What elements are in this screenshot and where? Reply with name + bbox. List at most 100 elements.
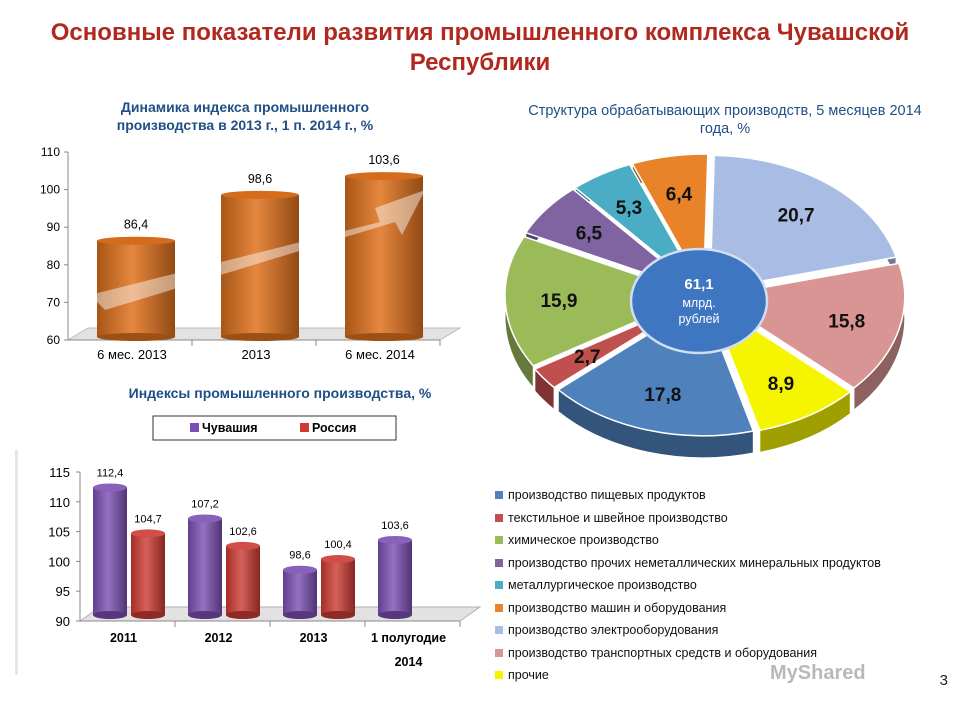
chart1-x-tick-label: 2013 bbox=[242, 347, 271, 362]
pie-slice-label: 6,4 bbox=[666, 184, 693, 205]
chart1-y-tick-label: 70 bbox=[47, 295, 61, 309]
legend-label: химическое производство bbox=[508, 533, 659, 548]
chart3-legend-box bbox=[152, 415, 397, 441]
bar-top bbox=[321, 555, 355, 564]
bar-value-label: 100,4 bbox=[324, 539, 352, 551]
bar bbox=[283, 569, 317, 615]
chart3-frame bbox=[15, 450, 18, 675]
pie-slice bbox=[709, 154, 898, 292]
bar-base bbox=[97, 333, 175, 341]
bar-value-label: 103,6 bbox=[381, 520, 409, 532]
bar-base bbox=[131, 611, 165, 619]
legend-label: производство транспортных средств и обор… bbox=[508, 645, 818, 660]
chart1-y-tick-label: 90 bbox=[47, 220, 61, 234]
bar-top bbox=[345, 172, 423, 181]
chart3-x-tick-label: 2011 bbox=[110, 631, 137, 645]
bar bbox=[97, 240, 175, 337]
chart1-title: Динамика индекса промышленного производс… bbox=[116, 99, 374, 133]
chart3-legend-swatch bbox=[300, 423, 309, 432]
chart3-y-tick-label: 105 bbox=[48, 525, 70, 540]
bar bbox=[188, 518, 222, 615]
pie-center-unit2: рублей bbox=[678, 312, 719, 326]
bar-value-label: 98,6 bbox=[289, 550, 310, 562]
pie-slice-label: 20,7 bbox=[778, 205, 815, 226]
legend-swatch bbox=[495, 648, 503, 657]
legend-label: прочие bbox=[508, 668, 549, 683]
legend-label: производство прочих неметаллических мине… bbox=[508, 555, 881, 570]
pie-center-value: 61,1 bbox=[684, 276, 713, 293]
bar-top bbox=[226, 541, 260, 550]
pie-slice bbox=[504, 235, 700, 367]
chart3-legend-label: Россия bbox=[312, 421, 356, 435]
chart1-y-tick-label: 110 bbox=[41, 145, 60, 159]
legend-swatch bbox=[495, 513, 503, 522]
bar-base bbox=[283, 611, 317, 619]
legend-swatch bbox=[495, 536, 503, 545]
legend-item: производство транспортных средств и обор… bbox=[495, 642, 935, 665]
chart3-x-tick-label: 1 полугодие bbox=[371, 631, 446, 645]
pie-center-unit: млрд. bbox=[682, 296, 715, 310]
pie-slice-label: 15,8 bbox=[828, 311, 865, 332]
bar-value-label: 103,6 bbox=[368, 153, 399, 167]
pie-chart-svg: 6,4 20,7 15,8 8,9 17,8 2,7 15,9 6,5 5,3 61,1 млрд.… bbox=[504, 153, 906, 459]
chart1-x-tick-label: 6 мес. 2013 bbox=[97, 347, 167, 362]
page-title: Основные показатели развития промышленно… bbox=[50, 19, 910, 76]
legend-item: производство прочих неметаллических мине… bbox=[495, 552, 935, 575]
legend-swatch bbox=[495, 603, 503, 612]
bar bbox=[226, 545, 260, 615]
bar bbox=[345, 176, 423, 337]
watermark-logo: MyShared bbox=[770, 662, 866, 684]
bar-base bbox=[188, 611, 222, 619]
bar-top bbox=[221, 190, 299, 199]
bar-value-label: 102,6 bbox=[229, 526, 257, 538]
bar-base bbox=[226, 611, 260, 619]
legend-item: металлургическое производство bbox=[495, 574, 935, 597]
chart1-x-tick-label: 6 мес. 2014 bbox=[345, 347, 415, 362]
bar-top bbox=[378, 535, 412, 544]
bar-top bbox=[188, 514, 222, 523]
bar-top bbox=[283, 565, 317, 574]
pie-slice-label: 5,3 bbox=[616, 198, 642, 219]
legend-item: производство пищевых продуктов bbox=[495, 484, 935, 507]
bar-value-label: 98,6 bbox=[248, 172, 272, 186]
chart3-title: Индексы промышленного производства, % bbox=[128, 385, 432, 401]
bar bbox=[93, 487, 127, 615]
chart3-x-tick-label: 2012 bbox=[205, 631, 233, 645]
pie-chart-title: Структура обрабатывающих производств, 5 … bbox=[528, 103, 922, 137]
chart1-y-tick-label: 60 bbox=[47, 333, 61, 347]
pie-center-disc bbox=[629, 247, 769, 355]
legend-item: химическое производство bbox=[495, 529, 935, 552]
bar-base bbox=[345, 333, 423, 341]
legend-label: текстильное и швейное производство bbox=[508, 510, 728, 525]
bar-top bbox=[97, 236, 175, 245]
legend-label: производство машин и оборудования bbox=[508, 600, 727, 615]
chart3-x-tick-label: 2014 bbox=[395, 655, 423, 669]
chart3-y-tick-label: 95 bbox=[56, 584, 70, 599]
pie-slice-label: 8,9 bbox=[768, 374, 794, 395]
bar-value-label: 112,4 bbox=[97, 467, 124, 479]
legend-item: прочие bbox=[495, 664, 935, 687]
pie-slice-label: 15,9 bbox=[540, 291, 577, 312]
chart3-x-tick-label: 2013 bbox=[300, 631, 328, 645]
pie-slice-label: 2,7 bbox=[574, 347, 600, 368]
bar-base bbox=[221, 333, 299, 341]
bar-base bbox=[321, 611, 355, 619]
chart3-y-tick-label: 90 bbox=[56, 614, 70, 629]
bar bbox=[221, 194, 299, 337]
bar-value-label: 104,7 bbox=[134, 513, 162, 525]
bar-value-label: 86,4 bbox=[124, 218, 148, 232]
pie-slice-label: 6,5 bbox=[576, 223, 603, 244]
legend-item: текстильное и швейное производство bbox=[495, 507, 935, 530]
bar-base bbox=[93, 611, 127, 619]
legend-label: производство электрооборудования bbox=[508, 623, 719, 638]
legend-item: производство машин и оборудования bbox=[495, 597, 935, 620]
chart3-legend-swatch bbox=[190, 423, 199, 432]
bar bbox=[321, 559, 355, 615]
chart1-svg: 60 70 80 90 100 110 86,4 6 мес. 2013 98,6 2013 103… bbox=[40, 145, 462, 362]
chart3-y-tick-label: 110 bbox=[49, 495, 70, 510]
bar-top bbox=[93, 483, 127, 492]
chart1-y-tick-label: 100 bbox=[40, 183, 60, 197]
legend-item: производство электрооборудования bbox=[495, 619, 935, 642]
bar bbox=[131, 533, 165, 615]
legend-swatch bbox=[495, 491, 503, 500]
